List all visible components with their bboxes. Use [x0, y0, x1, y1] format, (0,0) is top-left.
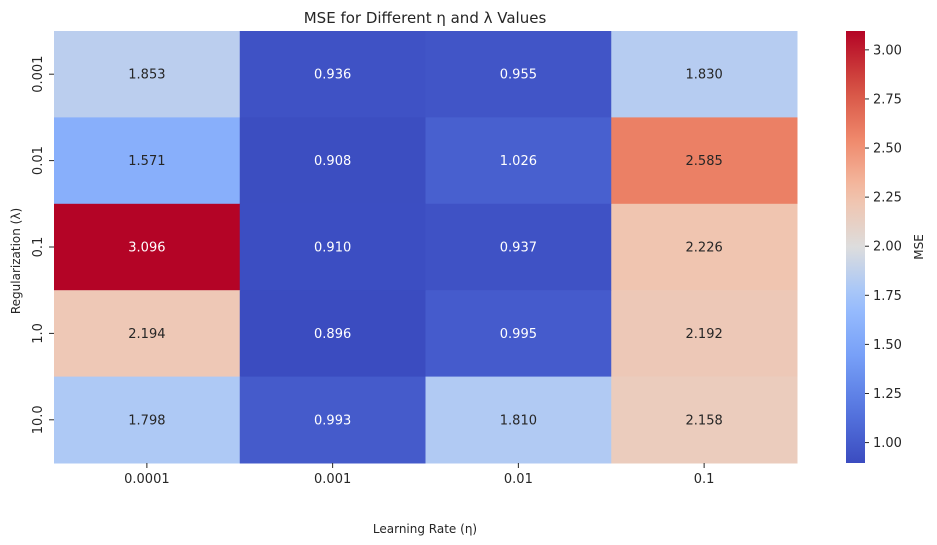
cell-value-label: 0.937 [500, 241, 537, 256]
y-axis-ticks: 0.001 0.01 0.1 1.0 10.0 [31, 56, 54, 434]
colorbar-tick-label: 1.00 [873, 436, 902, 451]
chart-title: MSE for Different η and λ Values [304, 9, 547, 27]
heatmap-cell [425, 203, 612, 291]
colorbar [846, 31, 865, 463]
y-axis-label: Regularization (λ) [9, 208, 23, 314]
heatmap-cell [611, 203, 798, 291]
heatmap-cell [611, 31, 798, 118]
heatmap-cell [239, 117, 426, 205]
cell-value-label: 0.910 [314, 241, 351, 256]
colorbar-label: MSE [912, 234, 926, 260]
y-tick-label: 1.0 [31, 323, 46, 344]
x-tick-label: 0.01 [504, 472, 533, 487]
cell-value-label: 2.158 [686, 413, 723, 428]
cell-value-label: 2.192 [686, 327, 723, 342]
cell-value-label: 1.830 [686, 68, 723, 83]
cell-value-label: 1.798 [128, 413, 165, 428]
x-tick-label: 0.0001 [124, 472, 170, 487]
heatmap-cell [611, 117, 798, 205]
cell-value-label: 0.908 [314, 154, 351, 169]
heatmap-cell [54, 117, 241, 205]
colorbar-tick-label: 1.25 [873, 387, 902, 402]
cell-annotations: 1.853 0.936 0.955 1.830 1.571 0.908 1.026 2.585… [128, 68, 722, 429]
cell-value-label: 0.955 [500, 68, 537, 83]
heatmap-cell [54, 203, 241, 291]
y-tick-label: 0.1 [31, 237, 46, 258]
heatmap-cell [425, 376, 612, 464]
cell-value-label: 2.194 [128, 327, 165, 342]
heatmap-cell [54, 31, 241, 118]
cell-value-label: 1.853 [128, 68, 165, 83]
heatmap-cell [611, 376, 798, 464]
x-axis-ticks: 0.0001 0.001 0.01 0.1 [124, 463, 714, 487]
y-tick-label: 0.001 [31, 56, 46, 93]
heatmap-cell [239, 376, 426, 464]
x-tick-label: 0.001 [314, 472, 351, 487]
heatmap-cell [54, 290, 241, 378]
cell-value-label: 1.026 [500, 154, 537, 169]
cell-value-label: 0.896 [314, 327, 351, 342]
y-tick-label: 0.01 [31, 146, 46, 175]
cell-value-label: 2.226 [686, 241, 723, 256]
cell-value-label: 1.810 [500, 413, 537, 428]
heatmap-cell [425, 117, 612, 205]
heatmap-cell [425, 290, 612, 378]
x-axis-label: Learning Rate (η) [373, 522, 477, 536]
colorbar-tick-label: 1.50 [873, 338, 902, 353]
cell-value-label: 0.936 [314, 68, 351, 83]
heatmap-cell [611, 290, 798, 378]
cell-value-label: 0.995 [500, 327, 537, 342]
colorbar-tick-label: 2.00 [873, 240, 902, 255]
colorbar-tick-label: 3.00 [873, 43, 902, 58]
cell-value-label: 1.571 [128, 154, 165, 169]
heatmap-cell [239, 290, 426, 378]
colorbar-tick-label: 2.75 [873, 92, 902, 107]
colorbar-tick-label: 2.50 [873, 142, 902, 157]
colorbar-ticks: 1.00 1.25 1.50 1.75 2.00 2.25 2.50 2.75 3.00 [865, 43, 902, 451]
heatmap-cell [54, 376, 241, 464]
colorbar-tick-label: 1.75 [873, 289, 902, 304]
cell-value-label: 3.096 [128, 241, 165, 256]
heatmap-cells [54, 31, 798, 464]
heatmap-cell [239, 31, 426, 118]
y-tick-label: 10.0 [31, 405, 46, 434]
x-tick-label: 0.1 [694, 472, 715, 487]
cell-value-label: 2.585 [686, 154, 723, 169]
heatmap-cell [239, 203, 426, 291]
heatmap-cell [425, 31, 612, 118]
colorbar-tick-label: 2.25 [873, 191, 902, 206]
cell-value-label: 0.993 [314, 413, 351, 428]
